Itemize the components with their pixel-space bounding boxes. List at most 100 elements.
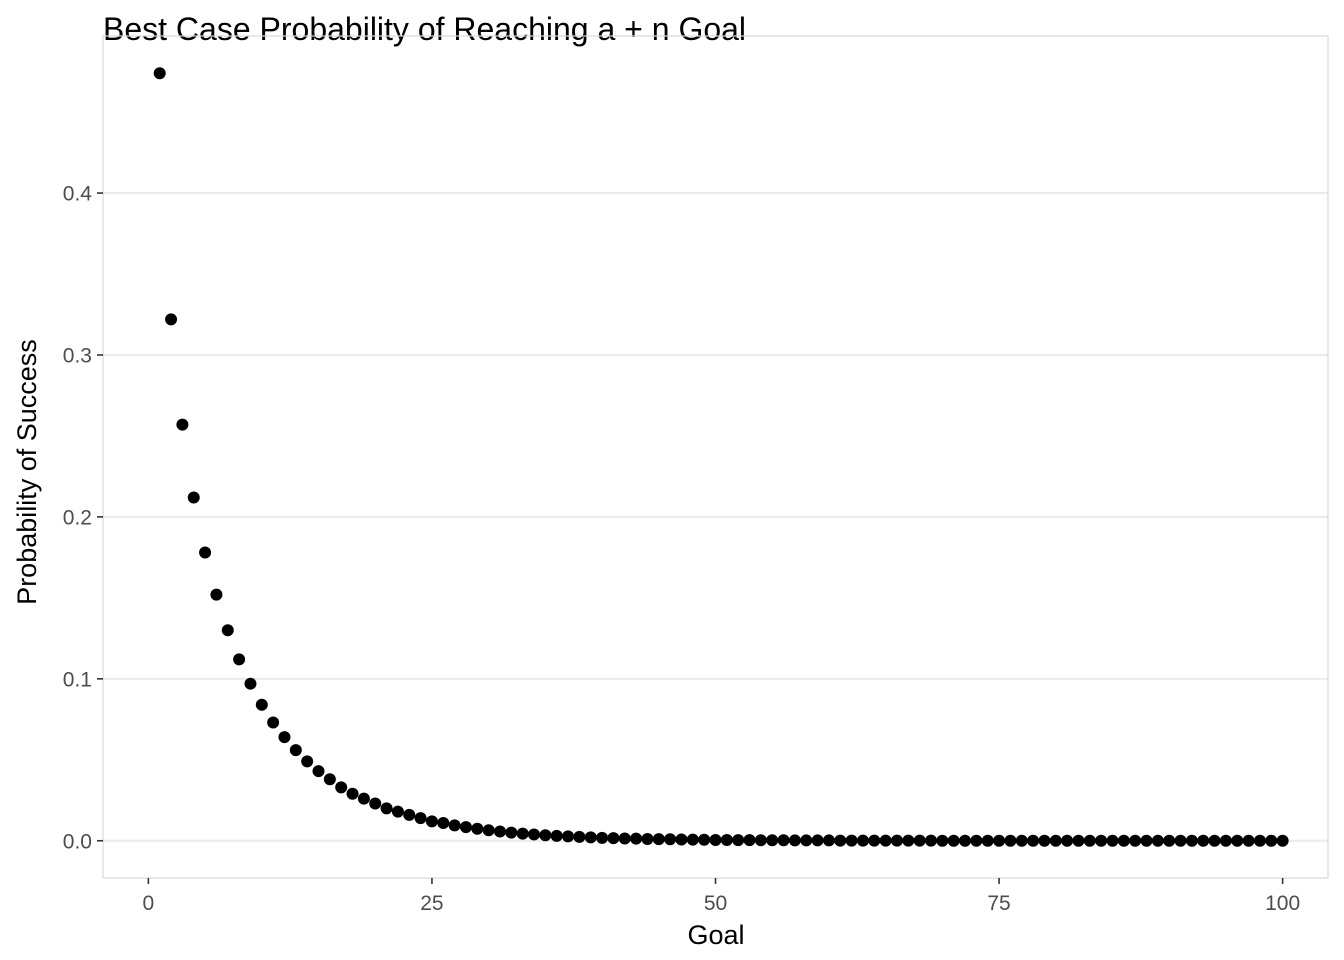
data-point — [528, 828, 541, 841]
data-point — [845, 834, 858, 847]
x-tick-label: 25 — [420, 892, 443, 915]
data-point — [357, 792, 370, 805]
data-point — [822, 834, 835, 847]
data-point — [664, 833, 677, 846]
data-point — [913, 834, 926, 847]
data-point — [391, 805, 404, 818]
data-point — [471, 822, 484, 835]
data-point — [199, 546, 212, 559]
x-tick-label: 0 — [143, 892, 155, 915]
data-point — [652, 833, 665, 846]
data-point — [165, 313, 178, 326]
y-tick-label: 0.3 — [63, 344, 92, 367]
y-axis: 0.0 0.1 0.2 0.3 0.4 — [63, 183, 103, 853]
data-point — [1197, 834, 1210, 847]
data-point — [800, 834, 813, 847]
data-point — [153, 67, 166, 80]
gridlines — [103, 191, 1328, 842]
data-point — [766, 834, 779, 847]
data-point — [459, 821, 472, 834]
y-tick-label: 0.1 — [63, 668, 92, 691]
data-point — [890, 834, 903, 847]
x-tick-label: 100 — [1265, 892, 1300, 915]
panel-border — [102, 35, 1329, 879]
data-point — [1185, 834, 1198, 847]
data-point — [312, 765, 325, 778]
data-point — [448, 819, 461, 832]
data-point — [573, 830, 586, 843]
data-point — [618, 832, 631, 845]
data-point — [335, 781, 348, 794]
data-point — [686, 833, 699, 846]
data-point — [754, 834, 767, 847]
data-point — [403, 808, 416, 821]
data-point — [550, 829, 563, 842]
data-point — [380, 802, 393, 815]
data-point — [301, 755, 314, 768]
data-point — [925, 834, 938, 847]
data-point — [244, 677, 257, 690]
data-point — [437, 816, 450, 829]
data-point — [1174, 834, 1187, 847]
data-point — [267, 716, 280, 729]
data-point — [1151, 834, 1164, 847]
data-point — [1049, 834, 1062, 847]
data-point — [641, 832, 654, 845]
data-point — [369, 797, 382, 810]
data-point — [777, 834, 790, 847]
data-point — [1242, 834, 1255, 847]
x-tick-label: 50 — [704, 892, 727, 915]
data-point — [210, 588, 223, 601]
data-point — [414, 812, 427, 825]
data-point — [720, 833, 733, 846]
data-point — [1140, 834, 1153, 847]
data-point — [255, 698, 268, 711]
data-point — [879, 834, 892, 847]
data-point — [1117, 834, 1130, 847]
data-point — [981, 834, 994, 847]
data-point — [743, 834, 756, 847]
data-point — [539, 829, 552, 842]
data-point — [176, 418, 189, 431]
y-tick-label: 0.2 — [63, 506, 92, 529]
data-point — [482, 824, 495, 837]
data-point — [584, 831, 597, 844]
data-point — [947, 834, 960, 847]
data-point — [630, 832, 643, 845]
data-point — [1015, 834, 1028, 847]
data-point — [425, 815, 438, 828]
data-point — [1219, 834, 1232, 847]
data-point — [788, 834, 801, 847]
data-point — [607, 832, 620, 845]
data-point — [346, 787, 359, 800]
data-point — [868, 834, 881, 847]
data-point — [834, 834, 847, 847]
data-point — [278, 731, 291, 744]
data-point — [732, 834, 745, 847]
data-point — [1004, 834, 1017, 847]
data-point — [993, 834, 1006, 847]
y-tick-label: 0.4 — [63, 183, 93, 206]
data-point — [1231, 834, 1244, 847]
data-point — [1038, 834, 1051, 847]
data-point — [856, 834, 869, 847]
data-point — [289, 744, 302, 757]
data-point — [221, 624, 234, 637]
data-point — [1276, 834, 1289, 847]
data-point — [1095, 834, 1108, 847]
data-point — [811, 834, 824, 847]
data-point — [493, 825, 506, 838]
x-axis: 0 25 50 75 100 — [143, 878, 1300, 915]
data-point — [1061, 834, 1074, 847]
data-point — [698, 833, 711, 846]
data-point — [187, 491, 200, 504]
data-point — [1072, 834, 1085, 847]
data-point — [1253, 834, 1266, 847]
x-tick-label: 75 — [987, 892, 1010, 915]
data-point — [516, 827, 529, 840]
x-axis-title: Goal — [687, 920, 744, 950]
data-point — [1106, 834, 1119, 847]
y-axis-title: Probability of Success — [12, 339, 42, 605]
data-points — [153, 67, 1289, 847]
